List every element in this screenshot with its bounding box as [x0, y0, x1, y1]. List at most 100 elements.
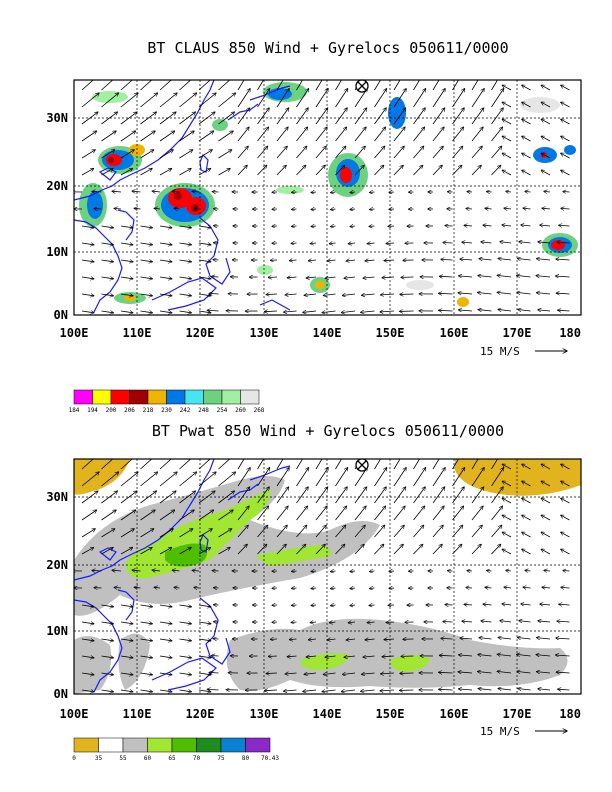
wind-arrow — [237, 165, 247, 176]
wind-arrow — [81, 112, 98, 125]
wind-arrow — [284, 311, 297, 312]
wind-arrow — [101, 311, 114, 313]
wind-arrow — [380, 311, 395, 312]
wind-arrow — [179, 622, 192, 624]
x-tick: 120E — [186, 326, 215, 340]
wind-arrow — [120, 622, 133, 624]
wind-arrow — [276, 165, 286, 176]
colorbar-swatch — [73, 737, 99, 753]
wind-arrow — [276, 487, 289, 504]
wind-arrow — [237, 544, 247, 555]
wind-arrow — [432, 506, 444, 521]
wind-arrow — [207, 310, 219, 311]
map-area — [74, 80, 578, 313]
wind-arrow — [541, 464, 551, 470]
x-tick: 180 — [559, 707, 581, 721]
y-tick: 0N — [54, 308, 68, 322]
wind-arrow — [315, 108, 328, 125]
wind-arrow — [497, 292, 512, 294]
wind-arrow — [179, 226, 192, 228]
wind-arrow — [101, 656, 114, 658]
colorbar: 184 194 200 206 218 230 242 248 254 260 268 — [69, 389, 265, 414]
wind-arrow — [561, 587, 570, 588]
wind-arrow — [517, 671, 531, 673]
wind-arrow — [140, 226, 153, 228]
wind-arrow — [152, 570, 161, 571]
wind-arrow — [101, 80, 114, 91]
wind-arrow — [522, 549, 531, 555]
wind-arrow — [159, 656, 172, 658]
wind-arrow — [439, 293, 453, 294]
wind-arrow — [101, 639, 114, 641]
wind-arrow — [159, 605, 172, 607]
wind-arrow — [374, 459, 381, 470]
wind-arrow — [174, 587, 180, 588]
x-tick: 160E — [440, 326, 469, 340]
wind-arrow — [335, 525, 346, 538]
wind-arrow — [335, 468, 348, 487]
wind-arrow — [296, 506, 308, 521]
wind-arrow — [81, 639, 94, 641]
colorbar-swatch — [245, 737, 271, 753]
wind-arrow — [341, 690, 356, 692]
wind-arrow — [500, 621, 512, 622]
wind-arrow — [285, 673, 297, 674]
wind-arrow — [363, 656, 375, 657]
reference-vector: 15 M/S — [480, 345, 567, 358]
wind-arrow — [374, 80, 381, 91]
wind-arrow — [315, 165, 325, 176]
wind-arrow — [491, 165, 501, 176]
wind-arrow — [120, 690, 133, 692]
wind-arrow — [485, 587, 492, 588]
wind-arrow — [458, 672, 473, 673]
wind-arrow — [471, 80, 479, 91]
colorbar-label: 230 — [161, 407, 172, 414]
wind-arrow — [471, 127, 483, 142]
wind-arrow — [498, 309, 512, 311]
wind-arrow — [101, 690, 114, 692]
wind-arrow — [323, 294, 336, 295]
wind-arrow — [257, 506, 269, 521]
wind-arrow — [81, 80, 94, 91]
wind-arrow — [198, 80, 211, 91]
y-tick: 20N — [46, 558, 68, 572]
colorbar-label: 254 — [217, 407, 228, 414]
wind-arrow — [504, 587, 512, 588]
wind-arrow — [519, 242, 531, 243]
panel-claus: BT CLAUS 850 Wind + Gyrelocs 050611/0000 — [46, 39, 582, 414]
wind-arrow — [315, 525, 326, 538]
wind-arrow — [296, 127, 308, 142]
wind-arrow — [521, 604, 531, 605]
wind-arrow — [413, 487, 426, 504]
wind-arrow — [257, 468, 270, 487]
wind-arrow — [393, 468, 406, 487]
wind-arrow — [296, 459, 303, 470]
wind-arrow — [120, 260, 133, 262]
wind-arrow — [140, 459, 153, 470]
wind-arrow — [561, 481, 570, 487]
wind-arrow — [218, 472, 236, 487]
wind-arrow — [369, 226, 375, 227]
wind-arrow — [81, 472, 99, 487]
wind-arrow — [237, 127, 249, 142]
wind-arrow — [198, 656, 211, 658]
wind-arrow — [120, 80, 133, 91]
wind-arrow — [81, 226, 94, 228]
wind-arrow — [502, 604, 512, 605]
wind-arrow — [285, 294, 297, 295]
panel-title: BT Pwat 850 Wind + Gyrelocs 050611/0000 — [152, 422, 504, 440]
wind-arrow — [432, 165, 442, 176]
wind-arrow — [393, 506, 405, 521]
x-tick: 100E — [60, 707, 89, 721]
wind-arrow — [296, 487, 309, 504]
colorbar-swatch — [122, 737, 148, 753]
wind-arrow — [466, 587, 473, 588]
wind-arrow — [541, 136, 551, 142]
wind-arrow — [478, 655, 492, 656]
colorbar-swatch — [147, 737, 173, 753]
wind-arrow — [179, 529, 193, 538]
wind-arrow — [159, 168, 172, 176]
wind-arrow — [276, 525, 287, 538]
x-tick: 150E — [376, 326, 405, 340]
wind-arrow — [541, 153, 551, 159]
